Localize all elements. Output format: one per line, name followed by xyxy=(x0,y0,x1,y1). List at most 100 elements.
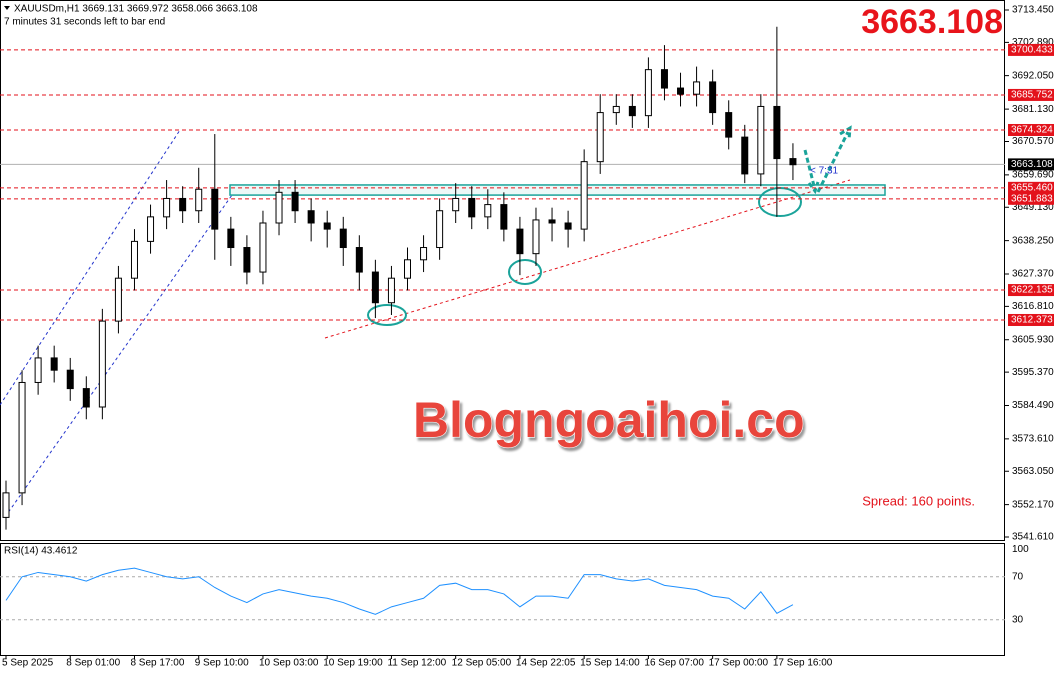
rsi-label: RSI(14) 43.4612 xyxy=(4,546,78,557)
level-tag xyxy=(1008,284,1054,297)
x-tick-label: 17 Sep 00:00 xyxy=(709,658,769,669)
level-tag xyxy=(1008,123,1054,136)
candle-body xyxy=(532,219,540,255)
rsi-frame xyxy=(0,543,1005,656)
level-label: 3612.373 xyxy=(1011,315,1053,326)
candle-body xyxy=(307,210,315,224)
candle-body xyxy=(596,112,604,163)
rsi-tick-label: 100 xyxy=(1012,544,1029,555)
big-price: 3663.108 xyxy=(861,3,1003,41)
candle-body xyxy=(387,277,395,304)
x-tick-label: 11 Sep 12:00 xyxy=(387,658,446,669)
candle-body xyxy=(98,320,106,408)
current-price-tag xyxy=(1008,158,1054,171)
y-tick-label: 3649.130 xyxy=(1012,202,1054,213)
x-tick-label: 9 Sep 10:00 xyxy=(195,658,249,669)
candle-body xyxy=(291,191,299,212)
spread: Spread: 160 points. xyxy=(862,493,975,508)
candle-body xyxy=(709,81,717,114)
candle-body xyxy=(548,219,556,224)
candle-body xyxy=(725,112,733,138)
candle-body xyxy=(323,222,331,230)
rsi-tick-label: 70 xyxy=(1012,571,1024,582)
candle-body xyxy=(227,228,235,249)
y-tick-label: 3670.570 xyxy=(1012,136,1054,147)
level-label: 3700.433 xyxy=(1011,45,1053,56)
x-tick-label: 17 Sep 16:00 xyxy=(773,658,833,669)
candle-body xyxy=(34,357,42,383)
candle-body xyxy=(355,247,363,273)
candle-body xyxy=(612,105,620,114)
level-tag xyxy=(1008,313,1054,326)
x-tick-label: 10 Sep 19:00 xyxy=(323,658,383,669)
level-tag xyxy=(1008,88,1054,101)
candle-body xyxy=(50,357,58,371)
chart-title: XAUUSDm,H1 3669.131 3669.972 3658.066 36… xyxy=(14,4,258,15)
level-tag xyxy=(1008,192,1054,205)
y-tick-label: 3605.930 xyxy=(1012,334,1054,345)
y-tick-label: 3638.250 xyxy=(1012,235,1054,246)
candle-body xyxy=(660,69,668,89)
candle-body xyxy=(741,136,749,175)
candle-body xyxy=(773,105,781,160)
y-tick-label: 3584.490 xyxy=(1012,400,1054,411)
candle-body xyxy=(82,388,90,408)
candle-body xyxy=(179,197,187,212)
candle-body xyxy=(484,204,492,218)
candle-body xyxy=(114,277,122,322)
y-tick-label: 3616.810 xyxy=(1012,301,1054,312)
candle-body xyxy=(243,247,251,273)
candle-body xyxy=(564,222,572,230)
candle-body xyxy=(500,204,508,230)
level-tag xyxy=(1008,181,1054,194)
channel-line xyxy=(4,194,233,518)
candle-body xyxy=(516,228,524,255)
x-tick-label: 8 Sep 17:00 xyxy=(130,658,184,669)
candle-body xyxy=(468,197,476,218)
level-label: 3685.752 xyxy=(1011,90,1053,101)
candle-body xyxy=(195,188,203,212)
candle-body xyxy=(436,210,444,249)
y-tick-label: 3573.610 xyxy=(1012,434,1054,445)
x-tick-label: 8 Sep 01:00 xyxy=(66,658,120,669)
x-tick-label: 16 Sep 07:00 xyxy=(644,658,704,669)
candle-body xyxy=(66,369,74,390)
candle-body xyxy=(452,197,460,212)
y-tick-label: 3681.130 xyxy=(1012,104,1054,115)
candle-body xyxy=(693,81,701,95)
x-tick-label: 15 Sep 14:00 xyxy=(580,658,640,669)
level-tag xyxy=(1008,43,1054,56)
candle-body xyxy=(163,197,171,218)
circle-mark xyxy=(367,304,407,326)
countdown: < 7:31 xyxy=(810,166,839,177)
level-label: 3651.883 xyxy=(1011,193,1053,204)
candle-body xyxy=(644,69,652,117)
rsi-tick-label: 30 xyxy=(1012,614,1024,625)
arrow xyxy=(803,125,852,195)
main-frame xyxy=(0,0,1005,541)
candle-body xyxy=(2,492,10,518)
y-tick-label: 3702.890 xyxy=(1012,37,1054,48)
circle-mark xyxy=(508,259,542,285)
trend-line xyxy=(324,179,851,339)
candle-body xyxy=(677,87,685,95)
x-tick-label: 14 Sep 22:05 xyxy=(516,658,576,669)
y-tick-label: 3595.370 xyxy=(1012,367,1054,378)
candle-body xyxy=(339,228,347,249)
y-tick-label: 3552.170 xyxy=(1012,499,1054,510)
candle-body xyxy=(789,158,797,166)
candle-body xyxy=(275,191,283,224)
x-tick-label: 5 Sep 2025 xyxy=(2,658,54,669)
level-label: 3622.135 xyxy=(1011,285,1053,296)
current-price-label: 3663.108 xyxy=(1011,159,1053,170)
rsi-line xyxy=(5,567,794,615)
candle-body xyxy=(130,240,138,279)
y-tick-label: 3541.610 xyxy=(1012,532,1054,543)
candle-body xyxy=(211,188,219,230)
candle-body xyxy=(420,247,428,261)
support-zone xyxy=(229,184,886,196)
level-label: 3655.460 xyxy=(1011,182,1053,193)
candle-body xyxy=(147,216,155,242)
candle-body xyxy=(757,105,765,175)
watermark: Blogngoaihoi.co xyxy=(413,392,805,448)
